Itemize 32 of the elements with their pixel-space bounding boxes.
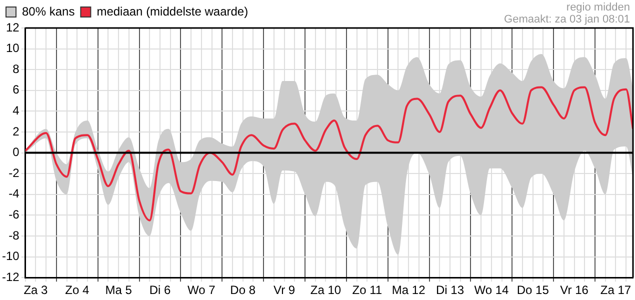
x-tick-label: Do 8 xyxy=(230,283,256,298)
x-tick-label: Za 17 xyxy=(600,283,632,298)
x-tick-label: Ma 5 xyxy=(105,283,132,298)
x-tick-label: Za 10 xyxy=(310,283,342,298)
y-tick-label: 2 xyxy=(12,124,20,138)
y-tick-label: -2 xyxy=(8,166,20,180)
x-tick-label: Zo 11 xyxy=(352,283,382,298)
x-tick-label: Vr 16 xyxy=(560,283,589,298)
y-tick-label: 10 xyxy=(6,41,20,56)
x-tick-label: Ma 12 xyxy=(392,283,426,298)
y-tick-label: -12 xyxy=(2,270,20,284)
x-tick-label: Vr 9 xyxy=(274,283,296,298)
x-tick-label: Di 6 xyxy=(149,283,171,298)
legend-label: 80% kans xyxy=(22,4,75,18)
y-tick-label: -10 xyxy=(2,249,20,264)
text: Gemaakt: za 03 jan 08:01 xyxy=(504,14,630,26)
y-tick-label: 6 xyxy=(12,82,20,97)
y-tick-label: -4 xyxy=(8,186,20,201)
legend-label: mediaan (middelste waarde) xyxy=(96,4,248,18)
x-tick-label: Zo 4 xyxy=(65,283,90,298)
x-tick-label: Za 3 xyxy=(24,283,48,298)
x-tick-label: Do 15 xyxy=(516,283,550,298)
y-tick-label: 12 xyxy=(6,20,20,34)
y-tick-label: 0 xyxy=(12,145,20,160)
x-tick-label: Di 13 xyxy=(436,283,464,298)
text: regio midden xyxy=(566,2,630,14)
y-tick-label: -8 xyxy=(8,228,20,242)
x-tick-label: Wo 7 xyxy=(188,283,216,298)
y-tick-label: 8 xyxy=(12,62,20,76)
y-tick-label: -6 xyxy=(8,208,20,222)
y-tick-label: 4 xyxy=(12,104,20,118)
x-tick-label: Wo 14 xyxy=(474,283,509,298)
